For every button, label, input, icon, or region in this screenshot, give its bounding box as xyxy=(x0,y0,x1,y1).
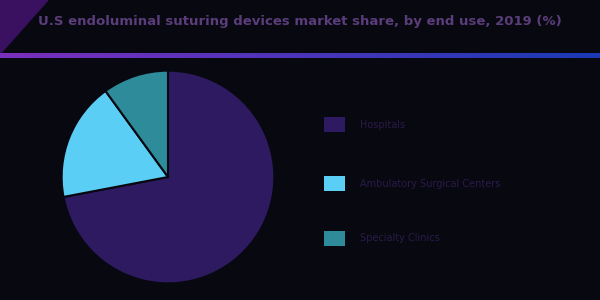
Text: Specialty Clinics: Specialty Clinics xyxy=(360,233,440,243)
Text: U.S endoluminal suturing devices market share, by end use, 2019 (%): U.S endoluminal suturing devices market … xyxy=(38,15,562,28)
Text: Ambulatory Surgical Centers: Ambulatory Surgical Centers xyxy=(360,178,500,189)
Bar xyxy=(324,231,345,245)
Polygon shape xyxy=(0,0,48,54)
Text: Hospitals: Hospitals xyxy=(360,120,405,130)
Wedge shape xyxy=(62,91,168,197)
Bar xyxy=(324,176,345,191)
Wedge shape xyxy=(106,70,168,177)
Wedge shape xyxy=(64,70,274,284)
Bar xyxy=(324,118,345,132)
